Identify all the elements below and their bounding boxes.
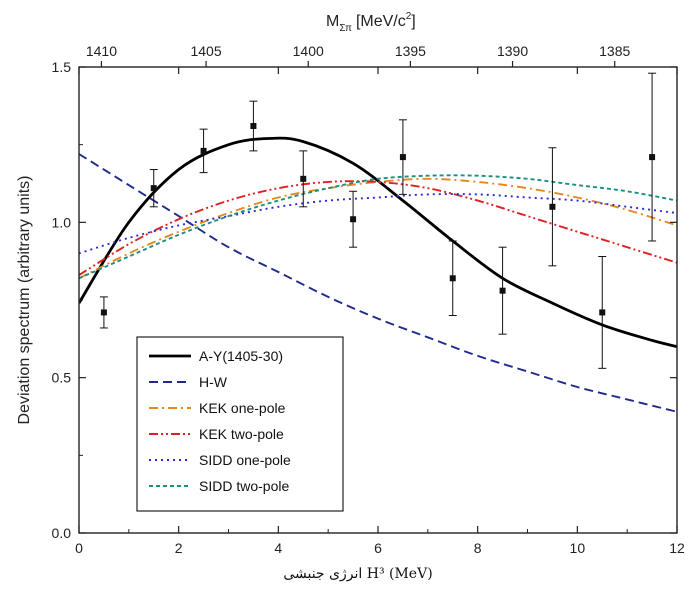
y-tick-label: 0.0: [52, 525, 72, 541]
y-tick-label: 0.5: [52, 370, 72, 386]
x-tick-label: 0: [75, 540, 83, 556]
legend-label: KEK two-pole: [199, 426, 284, 442]
top-tick-label: 1390: [497, 43, 528, 59]
series-line-2: [79, 177, 677, 280]
top-tick-label: 1400: [293, 43, 324, 59]
legend-box: [136, 336, 344, 512]
legend-label: A-Y(1405-30): [199, 348, 283, 364]
data-point: [599, 309, 606, 316]
x-tick-label: 6: [374, 540, 382, 556]
x-tick-label: 10: [570, 540, 586, 556]
data-point: [100, 309, 107, 316]
data-point: [200, 147, 207, 154]
x-axis-title: انرژی جنبشی H³ (MeV): [283, 566, 432, 582]
top-axis-title-sub: Σπ: [339, 23, 352, 34]
top-tick-label: 1385: [599, 43, 630, 59]
x-tick-label: 4: [274, 540, 282, 556]
plot-area: [79, 72, 677, 413]
series-line-0: [79, 136, 677, 348]
data-point: [350, 216, 357, 223]
legend-label: H-W: [199, 374, 228, 390]
x-tick-label: 8: [474, 540, 482, 556]
legend: A-Y(1405-30) H-W KEK one-pole KEK two-pole S…: [136, 336, 344, 512]
top-axis-title-sup: 2: [406, 11, 412, 22]
y-axis-title: Deviation spectrum (arbitrary units): [16, 176, 33, 425]
data-point: [150, 185, 157, 192]
data-point: [300, 175, 307, 182]
series-line-3: [79, 180, 677, 276]
data-point: [649, 154, 656, 161]
series-line-5: [79, 174, 677, 280]
top-axis-title-main: M: [326, 13, 339, 30]
axes: 0 2 4 6 8 10 12 0.0 0.5 1.0 1.5 1410 1405 1400 1395 139…: [16, 11, 685, 582]
data-point: [549, 203, 556, 210]
top-axis-title-unit: [MeV/c: [356, 13, 406, 30]
y-tick-label: 1.0: [52, 214, 72, 230]
top-tick-label: 1395: [395, 43, 426, 59]
data-point: [499, 287, 506, 294]
x-tick-label: 12: [669, 540, 685, 556]
series-line-4: [79, 193, 677, 255]
legend-label: KEK one-pole: [199, 400, 286, 416]
series-line-1: [79, 153, 677, 413]
data-point: [250, 123, 257, 130]
top-axis-title: MΣπ [MeV/c2]: [326, 11, 416, 34]
x-tick-label: 2: [175, 540, 183, 556]
data-point: [449, 275, 456, 282]
top-tick-label: 1410: [86, 43, 117, 59]
top-tick-label: 1405: [190, 43, 221, 59]
y-tick-label: 1.5: [52, 59, 72, 75]
top-axis-title-end: ]: [411, 13, 415, 30]
legend-label: SIDD one-pole: [199, 452, 291, 468]
legend-label: SIDD two-pole: [199, 478, 289, 494]
data-point: [399, 154, 406, 161]
